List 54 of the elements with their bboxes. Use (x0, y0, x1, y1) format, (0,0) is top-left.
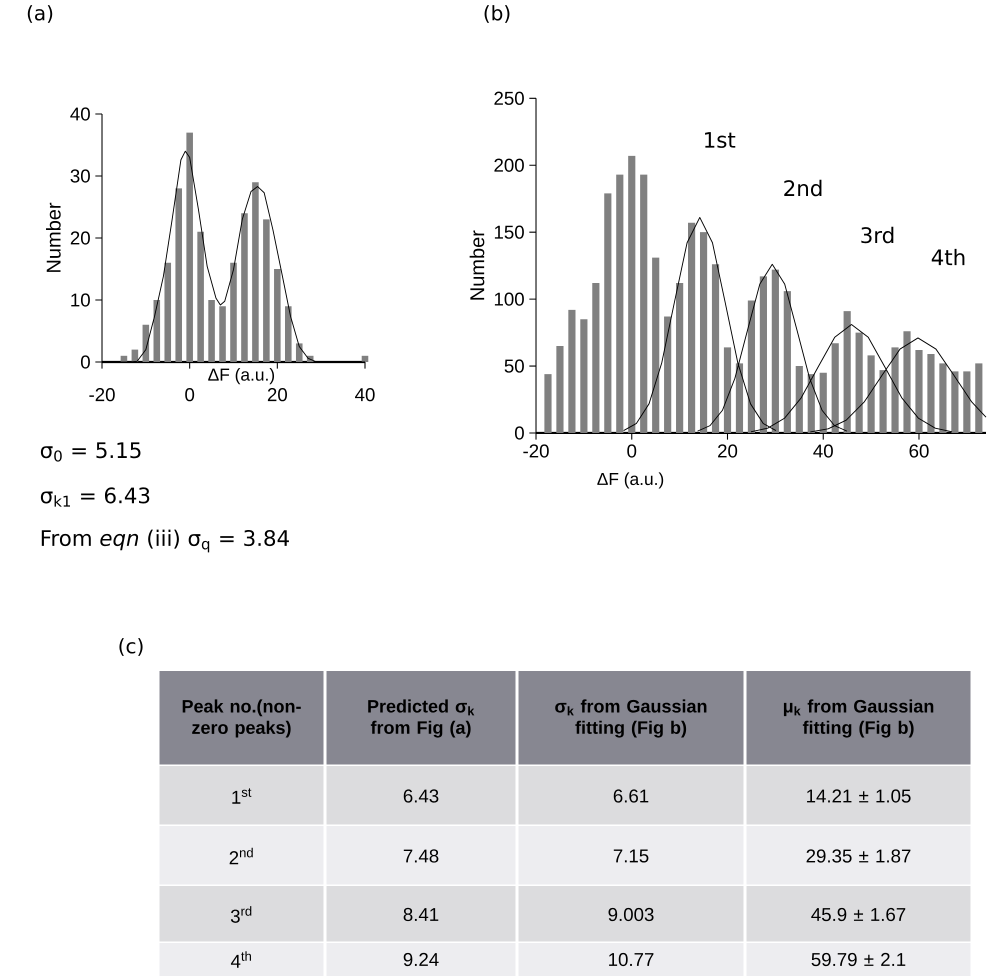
text: Peak no.(non-zero peaks) (182, 699, 301, 738)
y-tick-label: 20 (70, 231, 90, 245)
text: 4$^{th}$ (230, 951, 251, 968)
text: 3$^{rd}$ (230, 906, 252, 923)
x-tick-label: 40 (355, 388, 375, 402)
y-tick-label: 0 (514, 426, 524, 440)
text: 2$^{nd}$ (230, 848, 253, 864)
chart-title: (a) (28, 5, 52, 23)
x-axis-title: ΔF (a.u.) (208, 368, 274, 384)
text: 45.9 ± 1.67 (811, 908, 906, 922)
text: σ$_{0}$ = 5.15 (40, 442, 140, 462)
y-tick-label: 150 (494, 226, 524, 239)
x-tick-label: -20 (523, 444, 549, 458)
text: 7.15 (614, 849, 648, 863)
x-tick-label: 0 (185, 388, 194, 402)
text: 1$^{st}$ (232, 788, 252, 804)
text: 29.35 ± 1.87 (806, 849, 910, 863)
y-tick-label: 0 (80, 355, 90, 369)
text: 59.79 ± 2.1 (812, 952, 906, 966)
annotation: 4th (932, 248, 964, 266)
y-tick-label: 40 (70, 107, 90, 121)
text: 9.24 (404, 952, 439, 966)
text: 6.43 (404, 789, 438, 803)
x-axis-title: ΔF (a.u.) (597, 472, 664, 489)
y-tick-label: 50 (504, 359, 524, 373)
y-tick-label: 200 (494, 158, 524, 172)
y-axis-title: Number (46, 202, 61, 272)
text: (c) (119, 638, 143, 656)
x-tick-label: 40 (813, 444, 833, 458)
chart-title: (b) (484, 5, 510, 23)
text: 9.003 (608, 908, 654, 922)
annotation: 3rd (861, 226, 894, 244)
y-axis-title: Number (470, 230, 484, 300)
y-tick-label: 250 (494, 92, 524, 105)
text: 10.77 (609, 952, 654, 966)
y-tick-label: 30 (70, 169, 90, 183)
text: 7.48 (404, 849, 438, 863)
text: μ$_{k}$ from Gaussian fitting (Fig b) (784, 699, 934, 738)
x-tick-label: 20 (718, 444, 738, 458)
annotation: 2nd (784, 180, 822, 196)
text: 6.61 (614, 789, 648, 803)
text: σ$_{k}$ from Gaussian fitting (Fig b) (555, 699, 706, 738)
text: Predicted σ$_{k}$ from Fig (a) (368, 699, 474, 738)
x-tick-label: 20 (268, 388, 287, 402)
annotation: 1st (705, 132, 736, 148)
x-tick-label: 60 (910, 444, 929, 458)
y-tick-label: 100 (494, 292, 524, 306)
text: σ$_{k1}$ = 6.43 (40, 487, 150, 507)
x-tick-label: 0 (627, 444, 636, 458)
text: 14.21 ± 1.05 (807, 789, 911, 803)
x-tick-label: -20 (89, 388, 115, 402)
text: 8.41 (404, 908, 438, 922)
y-tick-label: 10 (71, 293, 90, 307)
text: From eqn (iii) σ$_{q}$ = 3.84 (42, 530, 289, 552)
